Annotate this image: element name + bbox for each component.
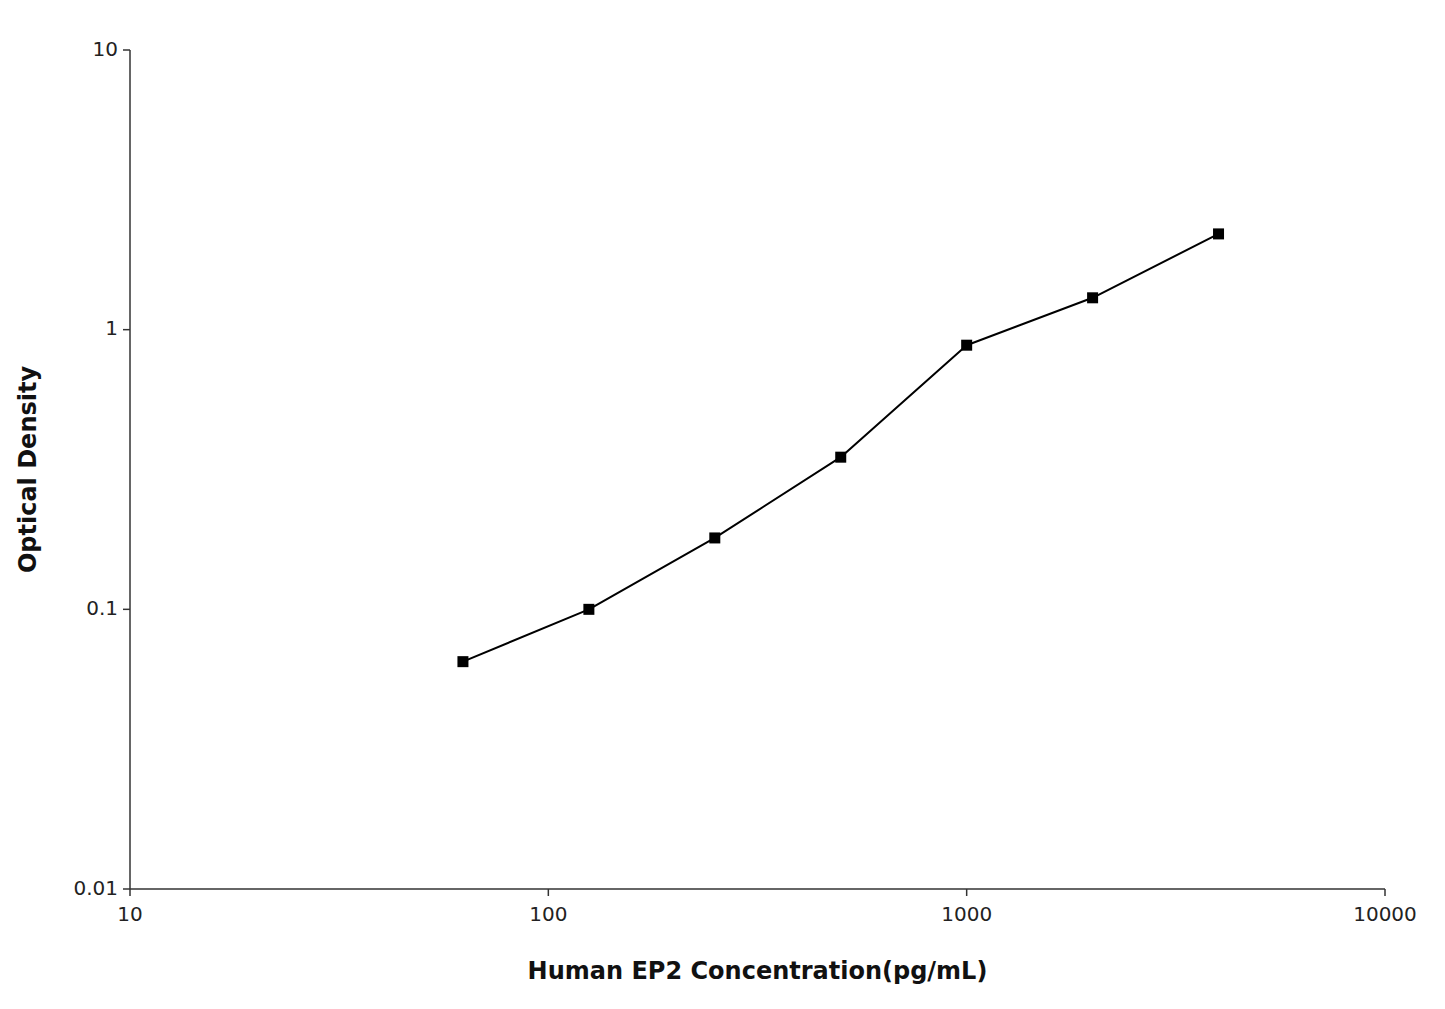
data-point xyxy=(1213,228,1224,239)
data-point xyxy=(457,656,468,667)
data-point xyxy=(583,604,594,615)
x-tick-label: 100 xyxy=(529,902,567,926)
x-tick xyxy=(966,889,968,896)
x-tick xyxy=(1384,889,1386,896)
y-tick xyxy=(123,329,130,331)
data-line xyxy=(463,234,1219,662)
y-tick xyxy=(123,49,130,51)
data-point xyxy=(835,452,846,463)
background xyxy=(0,0,1445,1009)
x-tick-label: 10 xyxy=(117,902,142,926)
y-axis-line xyxy=(129,50,131,889)
y-tick xyxy=(123,609,130,611)
y-axis-label: Optical Density xyxy=(14,366,42,574)
data-point xyxy=(1087,292,1098,303)
chart-container: 10 100 1000 10000 0.01 0.1 1 10 Human EP2 Concen… xyxy=(0,0,1445,1009)
x-axis-label: Human EP2 Concentration(pg/mL) xyxy=(528,957,988,985)
x-tick-label: 10000 xyxy=(1353,902,1417,926)
y-tick-label: 0.01 xyxy=(73,876,118,900)
plot-area xyxy=(457,228,1224,667)
y-tick xyxy=(123,888,130,890)
y-tick-label: 10 xyxy=(93,37,118,61)
x-tick-label: 1000 xyxy=(941,902,992,926)
axes: 10 100 1000 10000 0.01 0.1 1 10 xyxy=(73,37,1416,927)
y-tick-label: 0.1 xyxy=(86,596,118,620)
y-tick-label: 1 xyxy=(105,316,118,340)
x-tick xyxy=(129,889,131,896)
data-point xyxy=(961,340,972,351)
chart-svg: 10 100 1000 10000 0.01 0.1 1 10 Human EP2 Concen… xyxy=(0,0,1445,1009)
x-tick xyxy=(548,889,550,896)
x-axis-line xyxy=(130,888,1385,890)
data-point xyxy=(709,532,720,543)
